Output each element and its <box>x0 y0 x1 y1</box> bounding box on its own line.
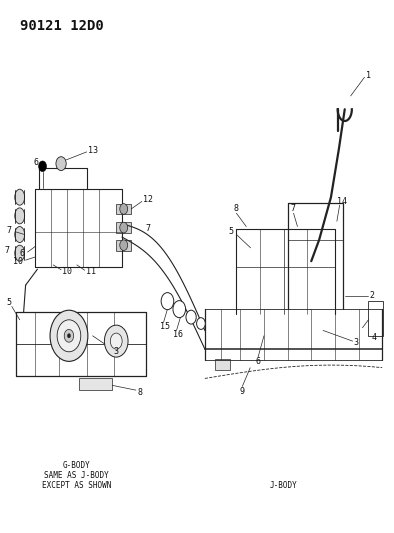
Bar <box>116 240 131 251</box>
Text: 90121 12D0: 90121 12D0 <box>20 19 104 33</box>
Text: 5: 5 <box>6 298 11 307</box>
Circle shape <box>64 329 74 342</box>
Circle shape <box>120 222 128 233</box>
Bar <box>116 204 131 214</box>
Text: 9: 9 <box>239 387 244 396</box>
Text: J-BODY: J-BODY <box>270 481 297 490</box>
Circle shape <box>39 161 46 172</box>
Text: 6: 6 <box>20 249 25 258</box>
Text: 10: 10 <box>62 268 72 276</box>
Text: 8: 8 <box>234 205 239 213</box>
Circle shape <box>50 310 88 361</box>
Text: 14: 14 <box>337 197 347 206</box>
Text: 3: 3 <box>354 338 359 346</box>
Circle shape <box>57 320 81 352</box>
Circle shape <box>67 334 71 338</box>
Text: 6: 6 <box>255 357 260 366</box>
Text: 16: 16 <box>173 330 182 338</box>
Circle shape <box>120 240 128 251</box>
Circle shape <box>161 293 174 310</box>
Text: 1: 1 <box>366 71 371 80</box>
Text: 8: 8 <box>137 388 142 397</box>
Text: 12: 12 <box>143 196 153 204</box>
Text: 15: 15 <box>160 322 169 330</box>
Ellipse shape <box>15 208 25 224</box>
Text: 7: 7 <box>7 226 12 235</box>
Text: 13: 13 <box>88 146 98 155</box>
Text: 7: 7 <box>291 205 296 213</box>
Text: 4: 4 <box>371 333 376 342</box>
Circle shape <box>173 301 186 318</box>
Bar <box>79 378 112 390</box>
Text: 7: 7 <box>5 246 10 255</box>
Text: 7: 7 <box>146 224 151 232</box>
Circle shape <box>104 325 128 357</box>
Text: 3: 3 <box>113 348 119 356</box>
Bar <box>368 301 383 336</box>
Circle shape <box>186 310 196 324</box>
Text: 5: 5 <box>228 228 233 236</box>
Circle shape <box>120 204 128 214</box>
Circle shape <box>110 333 122 349</box>
Ellipse shape <box>15 245 25 261</box>
Ellipse shape <box>15 189 25 205</box>
Ellipse shape <box>15 227 25 243</box>
Text: 10: 10 <box>13 257 23 265</box>
Text: 6: 6 <box>33 158 39 167</box>
Text: 11: 11 <box>86 268 96 276</box>
Circle shape <box>56 157 66 171</box>
Bar <box>215 359 230 370</box>
Text: 2: 2 <box>370 292 375 300</box>
Circle shape <box>197 318 205 329</box>
Bar <box>116 222 131 233</box>
Text: G-BODY
SAME AS J-BODY
EXCEPT AS SHOWN: G-BODY SAME AS J-BODY EXCEPT AS SHOWN <box>42 461 112 490</box>
